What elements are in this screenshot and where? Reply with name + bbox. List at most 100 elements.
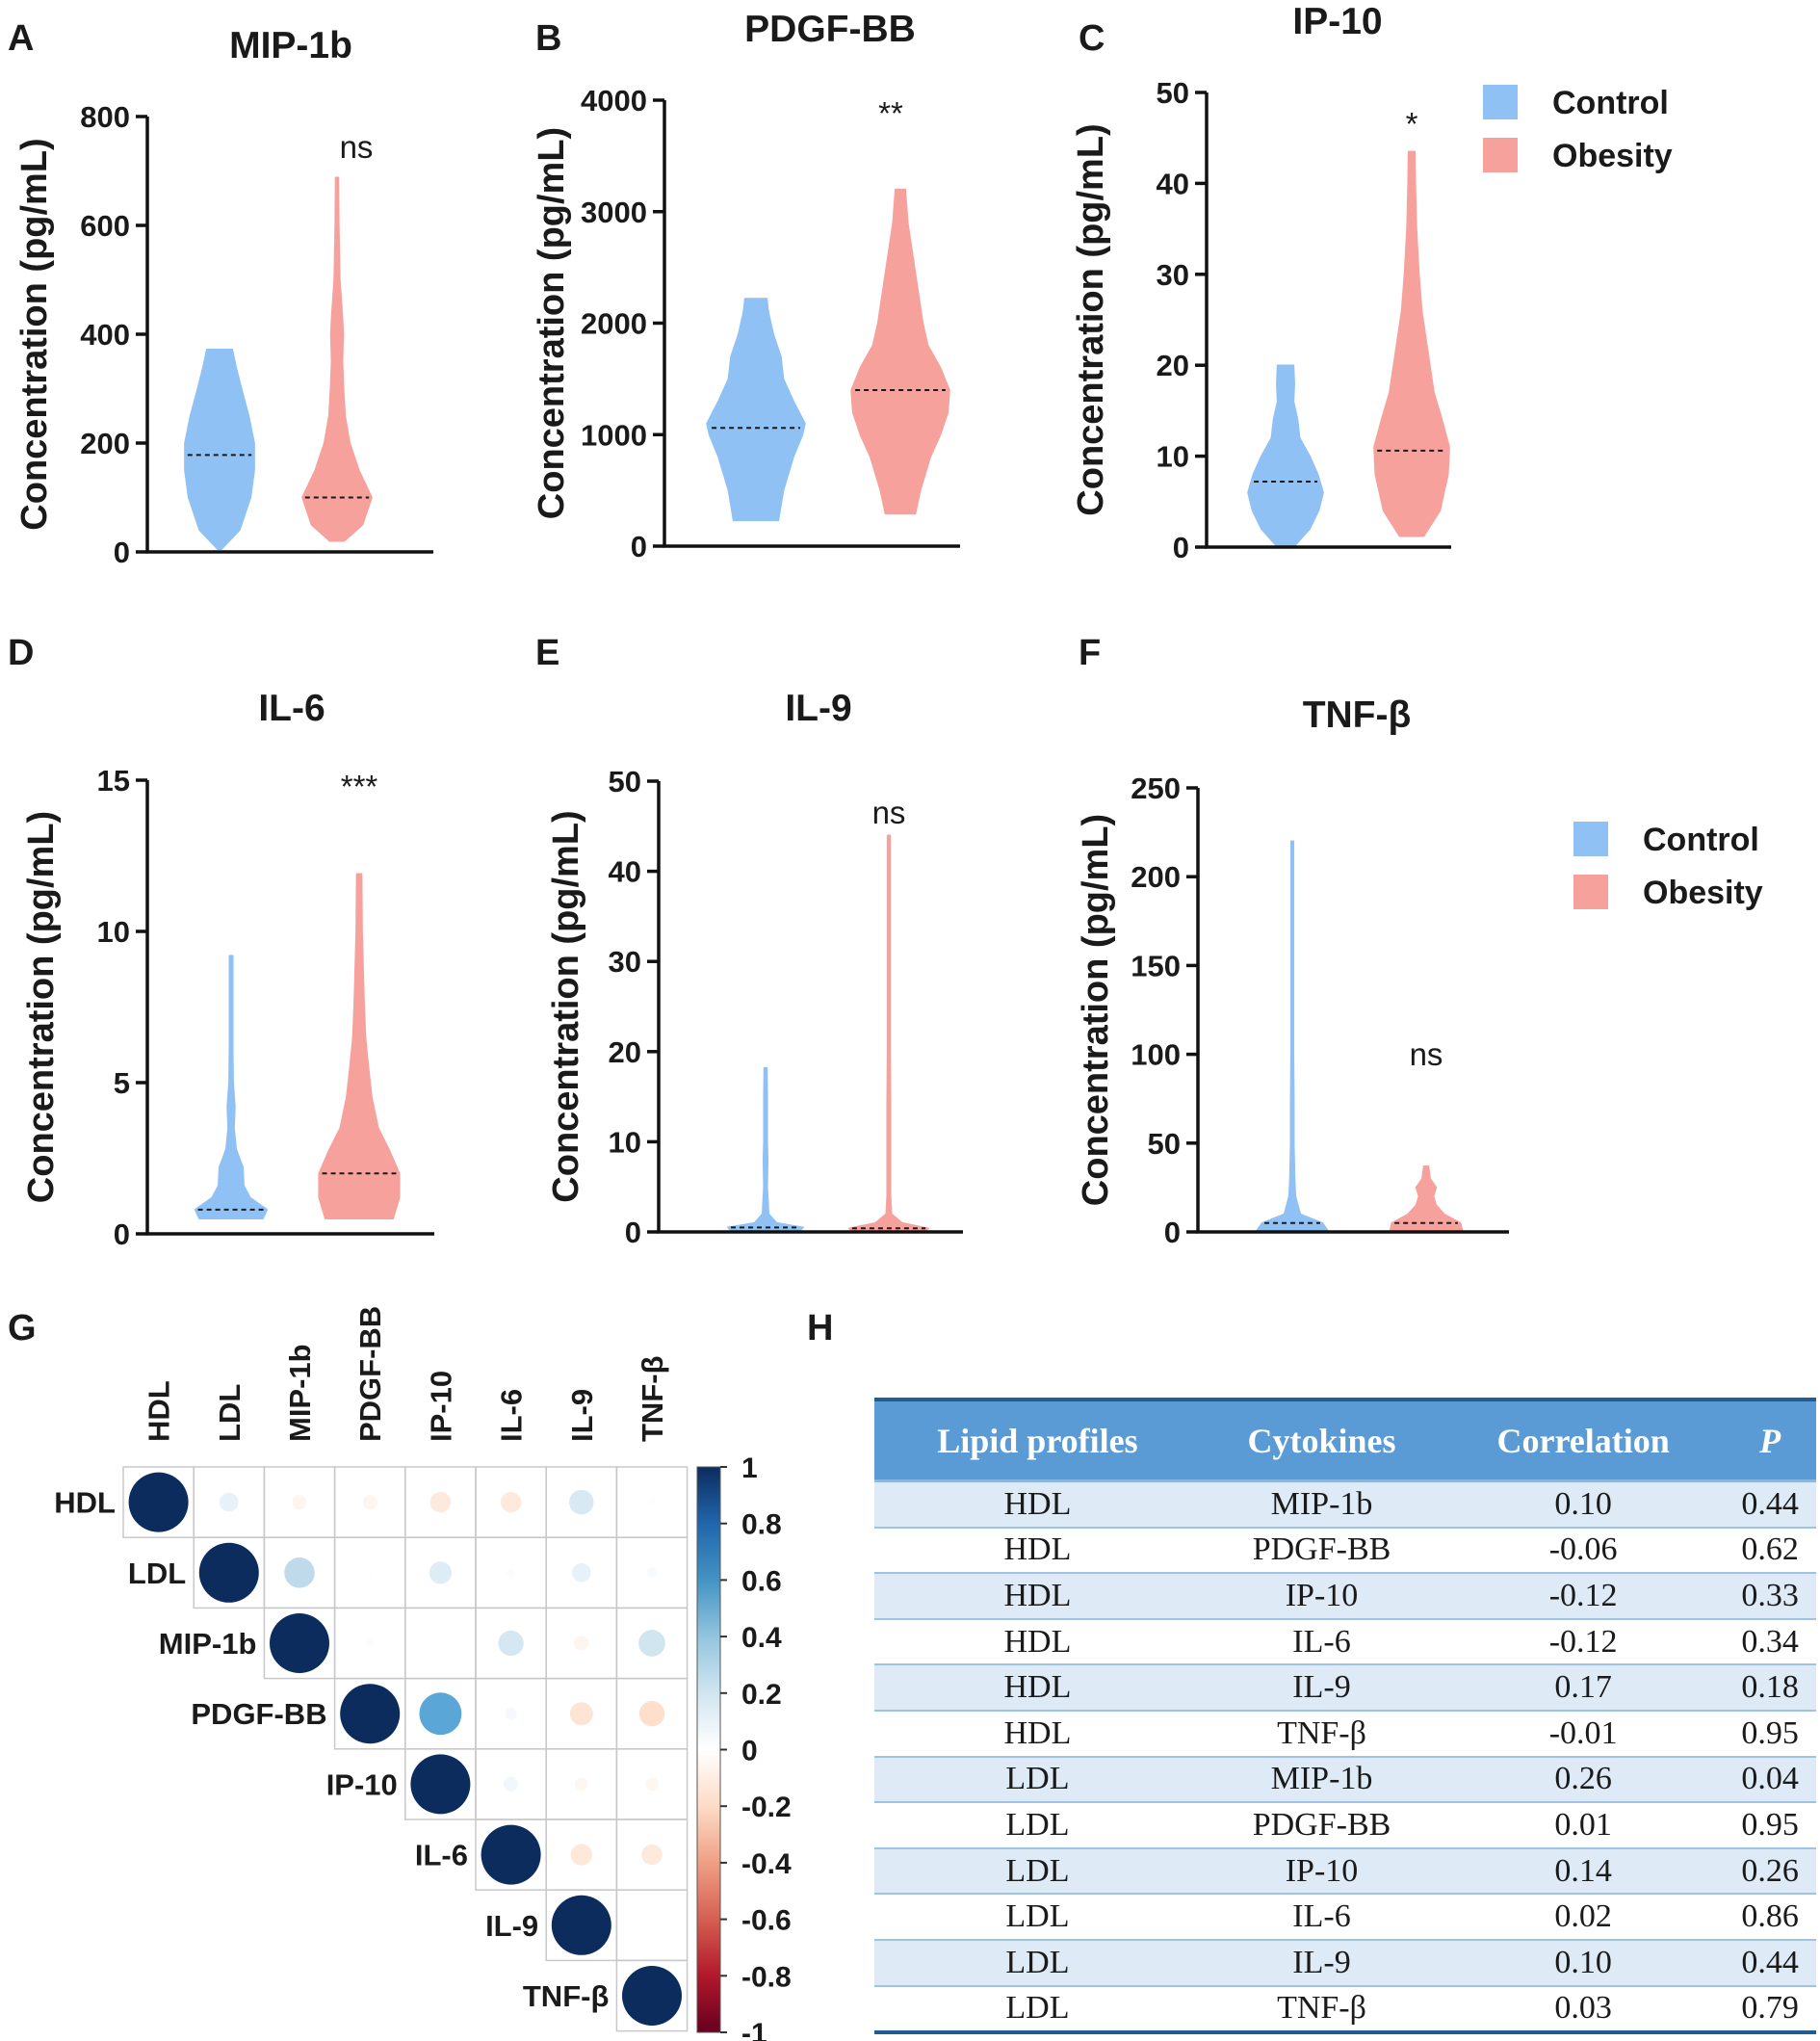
lipid-cell: LDL: [874, 1939, 1201, 1987]
panel-letter: B: [535, 18, 561, 59]
correlation-circle: [429, 1561, 452, 1584]
cytokine-cell: IL-6: [1200, 1618, 1443, 1666]
matrix-cell: [404, 1607, 477, 1680]
cytokine-cell: PDGF-BB: [1200, 1802, 1443, 1849]
table-row: LDL MIP-1b 0.26 0.04: [874, 1756, 1816, 1804]
y-tick-label: 15: [97, 764, 130, 798]
y-tick-label: 1000: [581, 418, 647, 452]
p-value-cell: 0.18: [1724, 1664, 1816, 1712]
panel-letter: C: [1079, 18, 1105, 59]
p-value-cell: 0.44: [1724, 1480, 1816, 1529]
correlation-circle: [574, 1635, 589, 1651]
y-axis-label: Concentration (pg/mL): [532, 127, 572, 519]
correlation-circle: [622, 1966, 682, 2026]
correlation-circle: [569, 1489, 594, 1515]
violin-panel-c: C IP-10 Concentration (pg/mL) 0 10 20 30 40 50 *: [1071, 1, 1451, 564]
y-tick-label: 100: [1131, 1038, 1181, 1072]
lipid-cell: LDL: [874, 1847, 1201, 1896]
y-tick-label: 3000: [581, 196, 647, 229]
correlation-circle: [551, 1895, 611, 1955]
y-tick-label: 40: [609, 855, 641, 889]
panel-letter: E: [535, 633, 559, 673]
lipid-cell: HDL: [874, 1710, 1201, 1758]
matrix-column-label: IL-6: [495, 1389, 529, 1442]
matrix-column-label: LDL: [213, 1384, 247, 1442]
table-row: LDL IL-9 0.10 0.44: [874, 1939, 1816, 1987]
correlation-circle: [498, 1630, 524, 1657]
y-tick-label: 50: [1148, 1127, 1181, 1161]
y-tick-label: 0: [625, 1216, 641, 1249]
correlation-circle: [569, 1702, 593, 1726]
matrix-row-label: TNF-β: [523, 1979, 610, 2013]
lipid-cell: LDL: [874, 1802, 1201, 1849]
colorbar-tick-label: -0.4: [741, 1848, 792, 1880]
violin-control: [1247, 364, 1324, 548]
correlation-circle: [219, 1492, 239, 1512]
correlation-cell: -0.12: [1443, 1573, 1725, 1620]
significance-marker: *: [1406, 106, 1418, 142]
correlation-circle: [641, 1844, 663, 1866]
y-tick-label: 0: [1173, 531, 1189, 564]
correlation-cell: 0.26: [1443, 1756, 1725, 1804]
correlation-circle: [419, 1692, 462, 1736]
correlation-cell: 0.10: [1443, 1939, 1725, 1987]
violin-control: [1255, 840, 1330, 1233]
panel-title: TNF-β: [1303, 694, 1412, 736]
correlation-circle: [362, 1495, 377, 1510]
violin-obesity: [1389, 1165, 1464, 1233]
correlation-cell: 0.01: [1443, 1802, 1725, 1849]
panel-title: PDGF-BB: [744, 9, 916, 50]
correlation-circle: [571, 1562, 591, 1583]
violin-obesity: [850, 188, 950, 515]
correlation-cell: 0.02: [1443, 1894, 1725, 1941]
correlation-circle: [292, 1495, 307, 1510]
correlation-cell: 0.14: [1443, 1847, 1725, 1896]
header-cytokines: Cytokines: [1200, 1398, 1443, 1482]
correlation-circle: [505, 1708, 517, 1720]
y-tick-label: 10: [1157, 440, 1189, 474]
table-row: HDL IP-10 -0.12 0.33: [874, 1573, 1816, 1620]
lipid-cell: HDL: [874, 1527, 1201, 1575]
correlation-table-panel: Lipid profiles Cytokines Correlation P H…: [874, 1398, 1816, 2035]
correlation-circle: [128, 1472, 189, 1532]
correlation-circle: [648, 1498, 656, 1506]
y-tick-label: 0: [631, 530, 647, 563]
p-value-cell: 0.33: [1724, 1573, 1816, 1620]
violin-obesity: [318, 873, 401, 1220]
colorbar-tick-label: 0.8: [741, 1509, 782, 1541]
table-row: LDL PDGF-BB 0.01 0.95: [874, 1802, 1816, 1849]
legend-label-obesity: Obesity: [1643, 875, 1763, 911]
y-tick-label: 600: [80, 209, 130, 243]
y-tick-label: 40: [1157, 167, 1189, 200]
y-tick-label: 50: [609, 765, 641, 798]
lipid-cell: HDL: [874, 1664, 1201, 1712]
header-p-value: P: [1724, 1398, 1816, 1482]
matrix-column-label: MIP-1b: [283, 1344, 317, 1442]
violin-panel-e: E IL-9 Concentration (pg/mL) 0 10 20 30 40 50 ns: [535, 633, 963, 1249]
matrix-column-label: TNF-β: [636, 1355, 669, 1442]
panel-letter-h: H: [807, 1308, 833, 1348]
lipid-cell: HDL: [874, 1618, 1201, 1666]
colorbar-tick-label: -0.8: [741, 1961, 792, 1993]
legend: Control Obesity: [1573, 822, 1763, 911]
y-tick-label: 200: [1131, 860, 1181, 894]
lipid-cell: HDL: [874, 1573, 1201, 1620]
p-value-cell: 0.95: [1724, 1802, 1816, 1849]
correlation-circle: [500, 1491, 522, 1513]
matrix-column-label: IP-10: [424, 1371, 457, 1442]
significance-marker: ns: [872, 795, 906, 830]
colorbar-tick-label: 1: [741, 1452, 758, 1484]
panel-letter: D: [8, 633, 34, 673]
y-tick-label: 4000: [581, 84, 647, 118]
p-value-cell: 0.62: [1724, 1527, 1816, 1575]
y-tick-label: 10: [609, 1125, 641, 1159]
panel-letter: G: [8, 1308, 37, 1348]
legend-label-control: Control: [1552, 85, 1669, 121]
violin-control: [194, 955, 269, 1220]
cytokine-cell: PDGF-BB: [1200, 1527, 1443, 1575]
table-row: HDL MIP-1b 0.10 0.44: [874, 1480, 1816, 1529]
y-tick-label: 200: [80, 427, 130, 460]
panel-title: IL-9: [785, 688, 851, 729]
lipid-cell: LDL: [874, 1894, 1201, 1941]
